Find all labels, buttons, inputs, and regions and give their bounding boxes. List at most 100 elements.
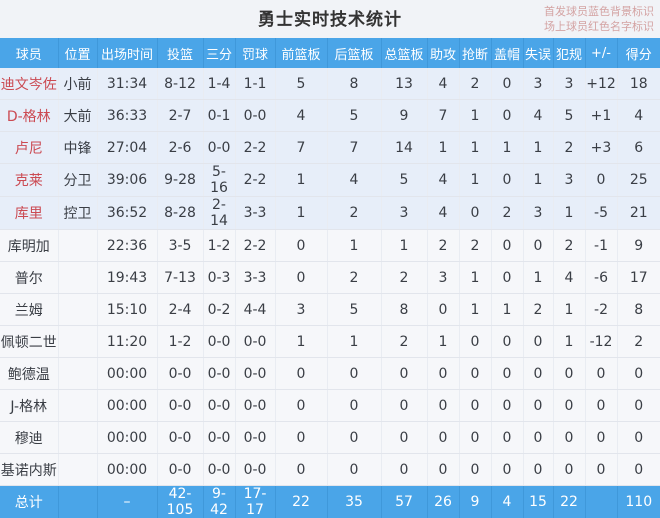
player-name-cell: 迪文岑佐 bbox=[0, 68, 58, 100]
stat-cell: 18 bbox=[617, 68, 660, 100]
stat-cell: 2 bbox=[381, 262, 427, 294]
stat-cell: 8 bbox=[327, 68, 381, 100]
stats-table: 球员位置出场时间投篮三分罚球前篮板后篮板总篮板助攻抢断盖帽失误犯规+/-得分 迪… bbox=[0, 38, 660, 518]
stat-cell: 1 bbox=[327, 230, 381, 262]
stat-cell: 0 bbox=[275, 262, 327, 294]
stat-cell: -1 bbox=[585, 230, 617, 262]
player-name-cell: 兰姆 bbox=[0, 294, 58, 326]
stat-cell: 0 bbox=[459, 358, 491, 390]
stat-cell: 5 bbox=[553, 100, 585, 132]
stat-cell: 4 bbox=[275, 100, 327, 132]
stat-cell: 0 bbox=[491, 164, 523, 197]
stat-cell: 0 bbox=[427, 454, 459, 486]
stat-cell: 中锋 bbox=[58, 132, 97, 164]
column-header: 位置 bbox=[58, 38, 97, 68]
column-header: 抢断 bbox=[459, 38, 491, 68]
stat-cell: 4 bbox=[427, 164, 459, 197]
stat-cell: 0 bbox=[585, 454, 617, 486]
total-stat-cell: 22 bbox=[553, 486, 585, 518]
stat-cell: 31:34 bbox=[97, 68, 157, 100]
stat-cell: 1-4 bbox=[203, 68, 235, 100]
table-header: 球员位置出场时间投篮三分罚球前篮板后篮板总篮板助攻抢断盖帽失误犯规+/-得分 bbox=[0, 38, 660, 68]
stat-cell: 0-0 bbox=[203, 358, 235, 390]
stat-cell: 3 bbox=[381, 197, 427, 230]
stat-cell: 9 bbox=[381, 100, 427, 132]
stat-cell: 0 bbox=[585, 358, 617, 390]
stat-cell: 分卫 bbox=[58, 164, 97, 197]
stat-cell: 0 bbox=[427, 294, 459, 326]
stat-cell: 8-12 bbox=[157, 68, 203, 100]
stat-cell: 0 bbox=[275, 230, 327, 262]
stat-cell: 0 bbox=[553, 422, 585, 454]
total-stat-cell: 35 bbox=[327, 486, 381, 518]
stat-cell: 0 bbox=[617, 390, 660, 422]
stat-cell: 3 bbox=[523, 68, 553, 100]
total-stat-cell bbox=[585, 486, 617, 518]
stat-cell: 3-3 bbox=[235, 262, 275, 294]
stat-cell: 2-6 bbox=[157, 132, 203, 164]
stat-cell: 1 bbox=[275, 326, 327, 358]
stat-cell: 1 bbox=[275, 164, 327, 197]
stat-cell: 2 bbox=[327, 197, 381, 230]
stat-cell: 2-4 bbox=[157, 294, 203, 326]
stat-cell: 0-0 bbox=[203, 390, 235, 422]
stat-cell: 7 bbox=[327, 132, 381, 164]
stat-cell: 2 bbox=[327, 262, 381, 294]
stat-cell: 0 bbox=[459, 390, 491, 422]
stat-cell: 0 bbox=[491, 100, 523, 132]
stat-cell: 0 bbox=[523, 358, 553, 390]
stat-cell: 19:43 bbox=[97, 262, 157, 294]
stat-cell: 0 bbox=[427, 390, 459, 422]
stat-cell: 2 bbox=[553, 230, 585, 262]
stat-cell: 1 bbox=[459, 294, 491, 326]
stat-cell: 0-2 bbox=[203, 294, 235, 326]
stat-cell: 9 bbox=[617, 230, 660, 262]
stat-cell: 2 bbox=[491, 197, 523, 230]
stat-cell: 2 bbox=[459, 68, 491, 100]
total-stat-cell: – bbox=[97, 486, 157, 518]
stat-cell: 0-1 bbox=[203, 100, 235, 132]
stat-cell: 5 bbox=[327, 294, 381, 326]
stat-cell: 0-0 bbox=[203, 454, 235, 486]
stat-cell: 0-0 bbox=[203, 326, 235, 358]
stat-cell bbox=[58, 294, 97, 326]
stat-cell bbox=[58, 230, 97, 262]
stat-cell: -2 bbox=[585, 294, 617, 326]
stat-cell: 1 bbox=[553, 294, 585, 326]
stat-cell: 4 bbox=[327, 164, 381, 197]
stat-cell: 1 bbox=[459, 164, 491, 197]
title-bar: 勇士实时技术统计 首发球员蓝色背景标识 场上球员红色名字标识 bbox=[0, 0, 660, 38]
stat-cell: 0 bbox=[459, 197, 491, 230]
column-header: 罚球 bbox=[235, 38, 275, 68]
stat-cell: 39:06 bbox=[97, 164, 157, 197]
stat-cell: 0 bbox=[491, 422, 523, 454]
stat-cell: 1-2 bbox=[203, 230, 235, 262]
total-stat-cell: 57 bbox=[381, 486, 427, 518]
stat-cell: 7 bbox=[427, 100, 459, 132]
stat-cell: 0 bbox=[491, 262, 523, 294]
stat-cell bbox=[58, 326, 97, 358]
stat-cell: 2-2 bbox=[235, 230, 275, 262]
stat-cell: 1 bbox=[553, 326, 585, 358]
stat-cell: 3 bbox=[275, 294, 327, 326]
stat-cell: 0 bbox=[459, 422, 491, 454]
stat-cell: -12 bbox=[585, 326, 617, 358]
stat-cell: 0 bbox=[553, 454, 585, 486]
stat-cell: 00:00 bbox=[97, 358, 157, 390]
stat-cell: 0 bbox=[275, 422, 327, 454]
column-header: 出场时间 bbox=[97, 38, 157, 68]
stat-cell: 4 bbox=[523, 100, 553, 132]
stat-cell: 0 bbox=[523, 390, 553, 422]
stat-cell: 3 bbox=[427, 262, 459, 294]
stat-cell: 0 bbox=[381, 358, 427, 390]
stat-cell: 1 bbox=[553, 197, 585, 230]
stat-cell: 0-0 bbox=[235, 390, 275, 422]
stat-cell: 4 bbox=[427, 68, 459, 100]
stat-cell: 3 bbox=[553, 164, 585, 197]
stat-cell: 0-0 bbox=[235, 454, 275, 486]
stat-cell: 5 bbox=[275, 68, 327, 100]
